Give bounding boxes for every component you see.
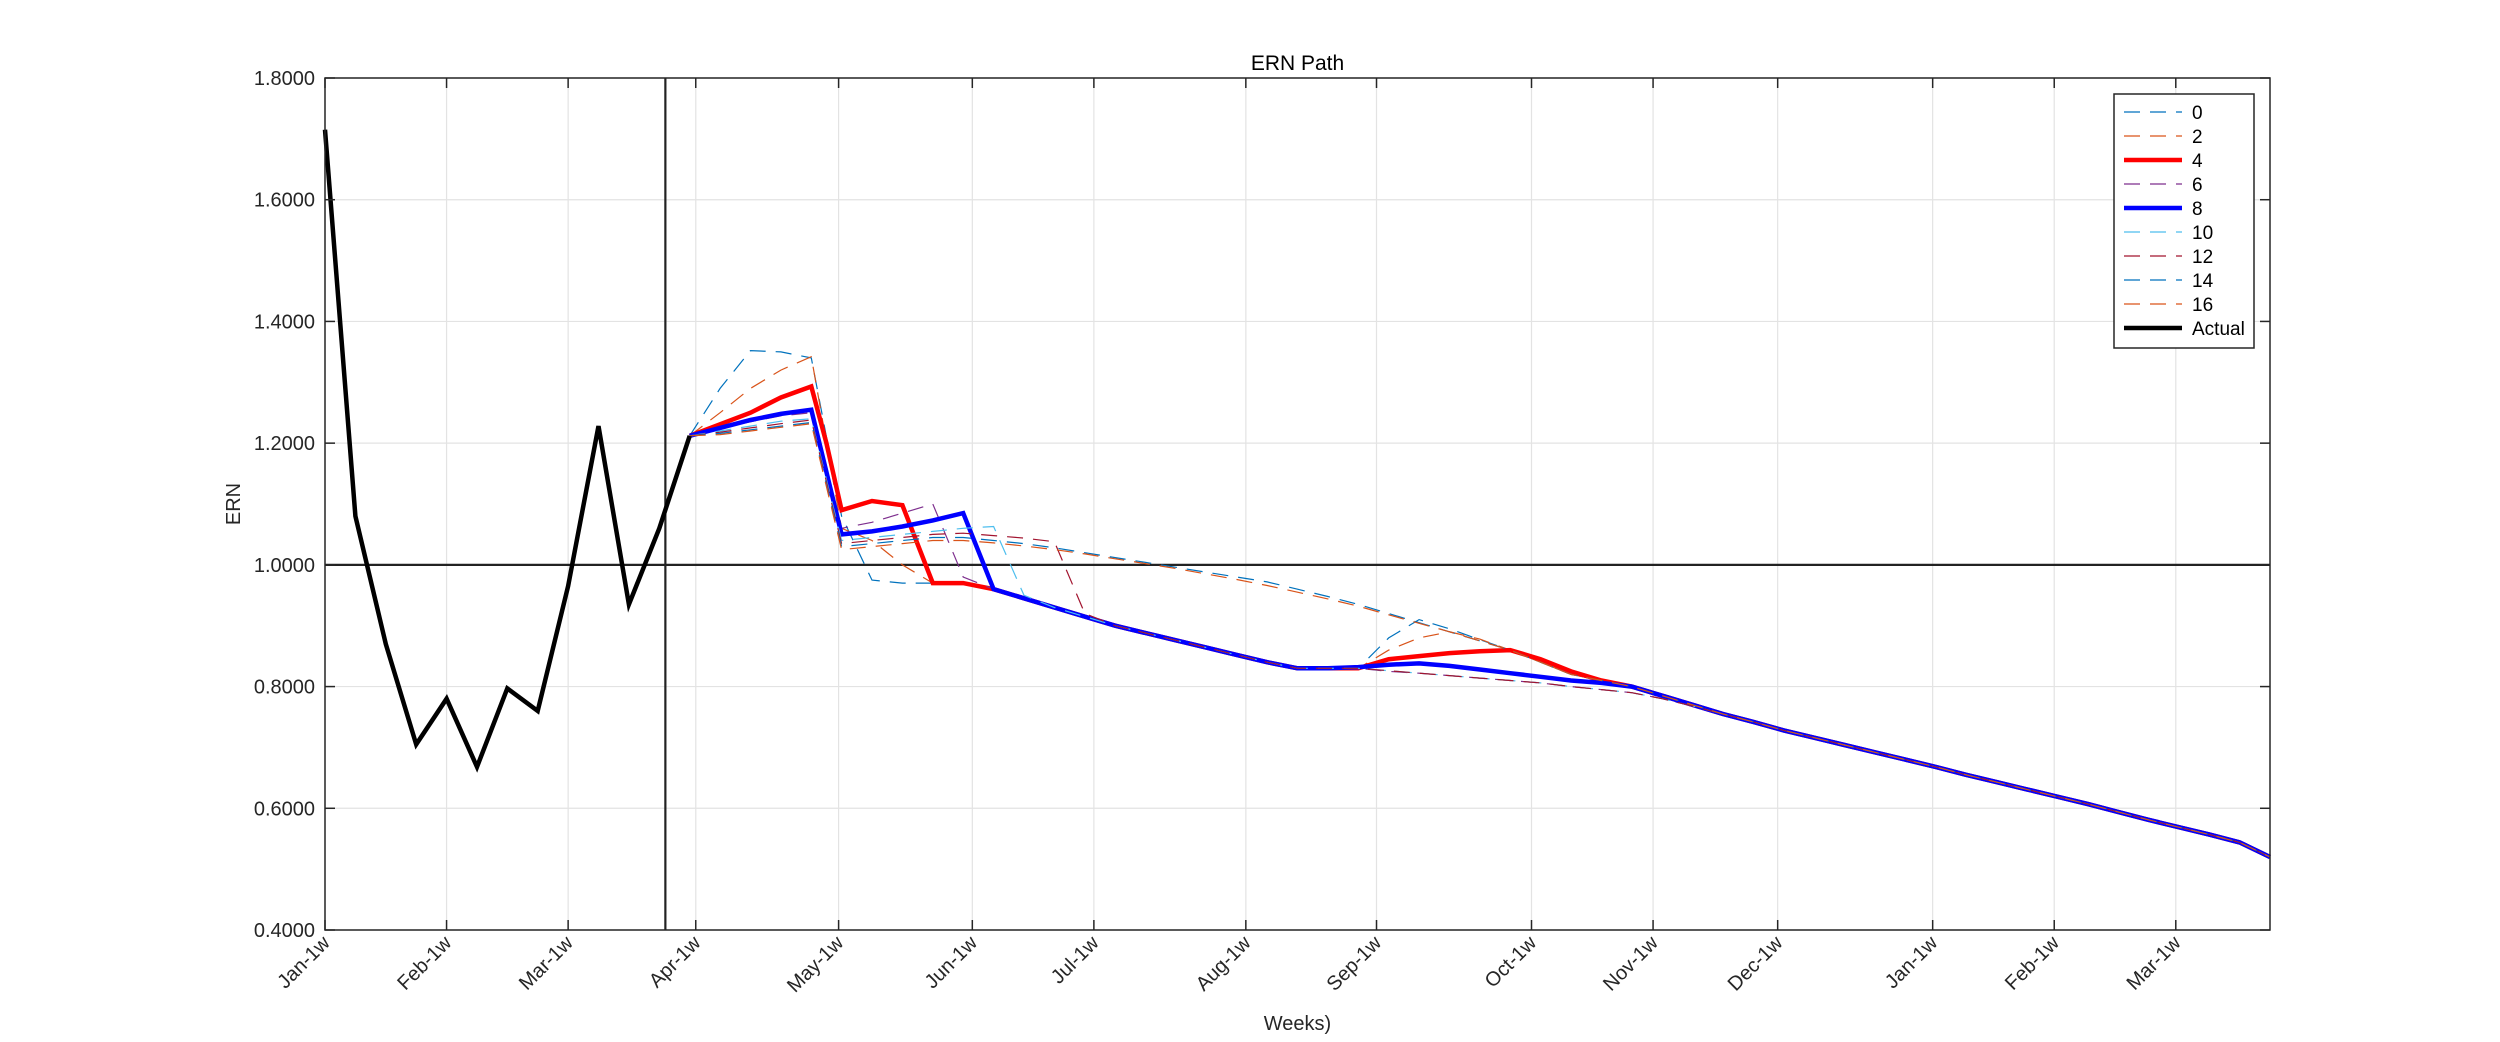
plot-area (325, 78, 2270, 930)
legend-label-6: 6 (2192, 175, 2203, 196)
legend-label-14: 14 (2192, 271, 2214, 292)
legend-label-4: 4 (2192, 151, 2203, 172)
y-tick-label: 0.6000 (254, 798, 315, 820)
legend-box (2113, 93, 2255, 349)
series-line-actual (322, 129, 692, 773)
legend-label-12: 12 (2192, 247, 2213, 268)
legend: 0 2 4 6 8 10 12 14 16 Actual (2113, 93, 2255, 349)
y-tick-label: 0.4000 (254, 920, 315, 942)
series-lines (322, 129, 2271, 860)
legend-label-8: 8 (2192, 199, 2203, 220)
legend-label-10: 10 (2192, 223, 2213, 244)
legend-label-16: 16 (2192, 295, 2213, 316)
series-line-12 (689, 419, 2271, 858)
y-tick-label: 1.8000 (254, 68, 315, 90)
y-tick-label: 0.8000 (254, 677, 315, 699)
x-axis-label: Weeks) (1264, 1013, 1331, 1035)
y-tick-label: 1.0000 (254, 555, 315, 577)
axes-box (324, 77, 2271, 931)
y-tick-label: 1.6000 (254, 190, 315, 212)
legend-label-0: 0 (2192, 103, 2203, 124)
legend-label-2: 2 (2192, 127, 2203, 148)
chart-title: ERN Path (1251, 52, 1344, 75)
legend-label-actual: Actual (2192, 319, 2245, 340)
y-tick-label: 1.2000 (254, 433, 315, 455)
y-axis-label: ERN (223, 483, 245, 525)
y-tick-label: 1.4000 (254, 311, 315, 333)
